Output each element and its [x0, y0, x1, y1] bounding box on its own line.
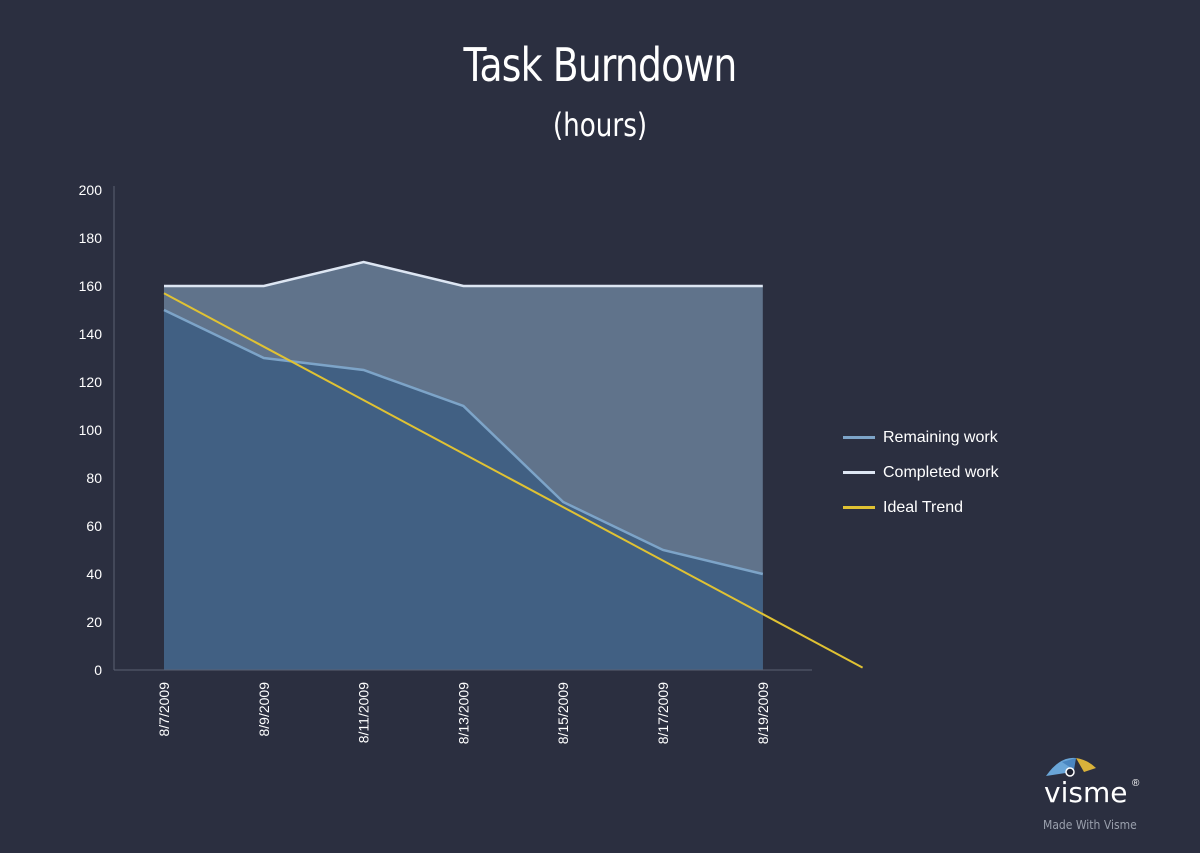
- legend-item-ideal: Ideal Trend: [843, 490, 999, 525]
- registered-mark: ®: [1132, 778, 1140, 789]
- legend-label-completed: Completed work: [883, 463, 999, 481]
- x-tick-label: 8/11/2009: [356, 682, 372, 743]
- completed-work-line: [164, 260, 763, 288]
- legend-label-ideal: Ideal Trend: [883, 498, 964, 516]
- y-tick-label: 160: [79, 278, 103, 294]
- visme-logo-icon: [1046, 757, 1096, 777]
- y-tick-label: 180: [79, 230, 103, 246]
- y-tick-label: 80: [86, 470, 102, 486]
- y-tick-label: 140: [79, 326, 103, 342]
- y-tick-label: 60: [86, 518, 102, 534]
- x-tick-label: 8/7/2009: [156, 682, 172, 737]
- legend-label-remaining: Remaining work: [883, 428, 998, 446]
- remaining-work-area: [164, 310, 763, 670]
- y-tick-label: 40: [86, 566, 102, 582]
- y-tick-label: 200: [79, 182, 103, 198]
- visme-tagline: Made With Visme: [1043, 818, 1137, 832]
- y-tick-label: 100: [79, 422, 103, 438]
- chart-subtitle: (hours): [552, 106, 648, 144]
- visme-wordmark: visme: [1044, 776, 1128, 809]
- x-tick-label: 8/19/2009: [755, 682, 771, 744]
- x-tick-label: 8/9/2009: [256, 682, 272, 737]
- x-tick-label: 8/13/2009: [455, 682, 471, 744]
- y-tick-label: 0: [94, 662, 102, 678]
- legend-swatch-ideal: [843, 506, 875, 509]
- y-tick-label: 20: [86, 614, 102, 630]
- x-tick-label: 8/15/2009: [555, 682, 571, 744]
- x-tick-label: 8/17/2009: [655, 682, 671, 744]
- legend-item-completed: Completed work: [843, 455, 999, 490]
- remaining-work-line: [163, 308, 764, 576]
- y-tick-label: 120: [79, 374, 103, 390]
- ideal-trend-line: [163, 292, 864, 669]
- legend-item-remaining: Remaining work: [843, 420, 999, 455]
- legend-swatch-remaining: [843, 436, 875, 439]
- chart-title: Task Burndown: [463, 38, 737, 92]
- chart-legend: Remaining work Completed work Ideal Tren…: [843, 420, 999, 525]
- legend-swatch-completed: [843, 471, 875, 474]
